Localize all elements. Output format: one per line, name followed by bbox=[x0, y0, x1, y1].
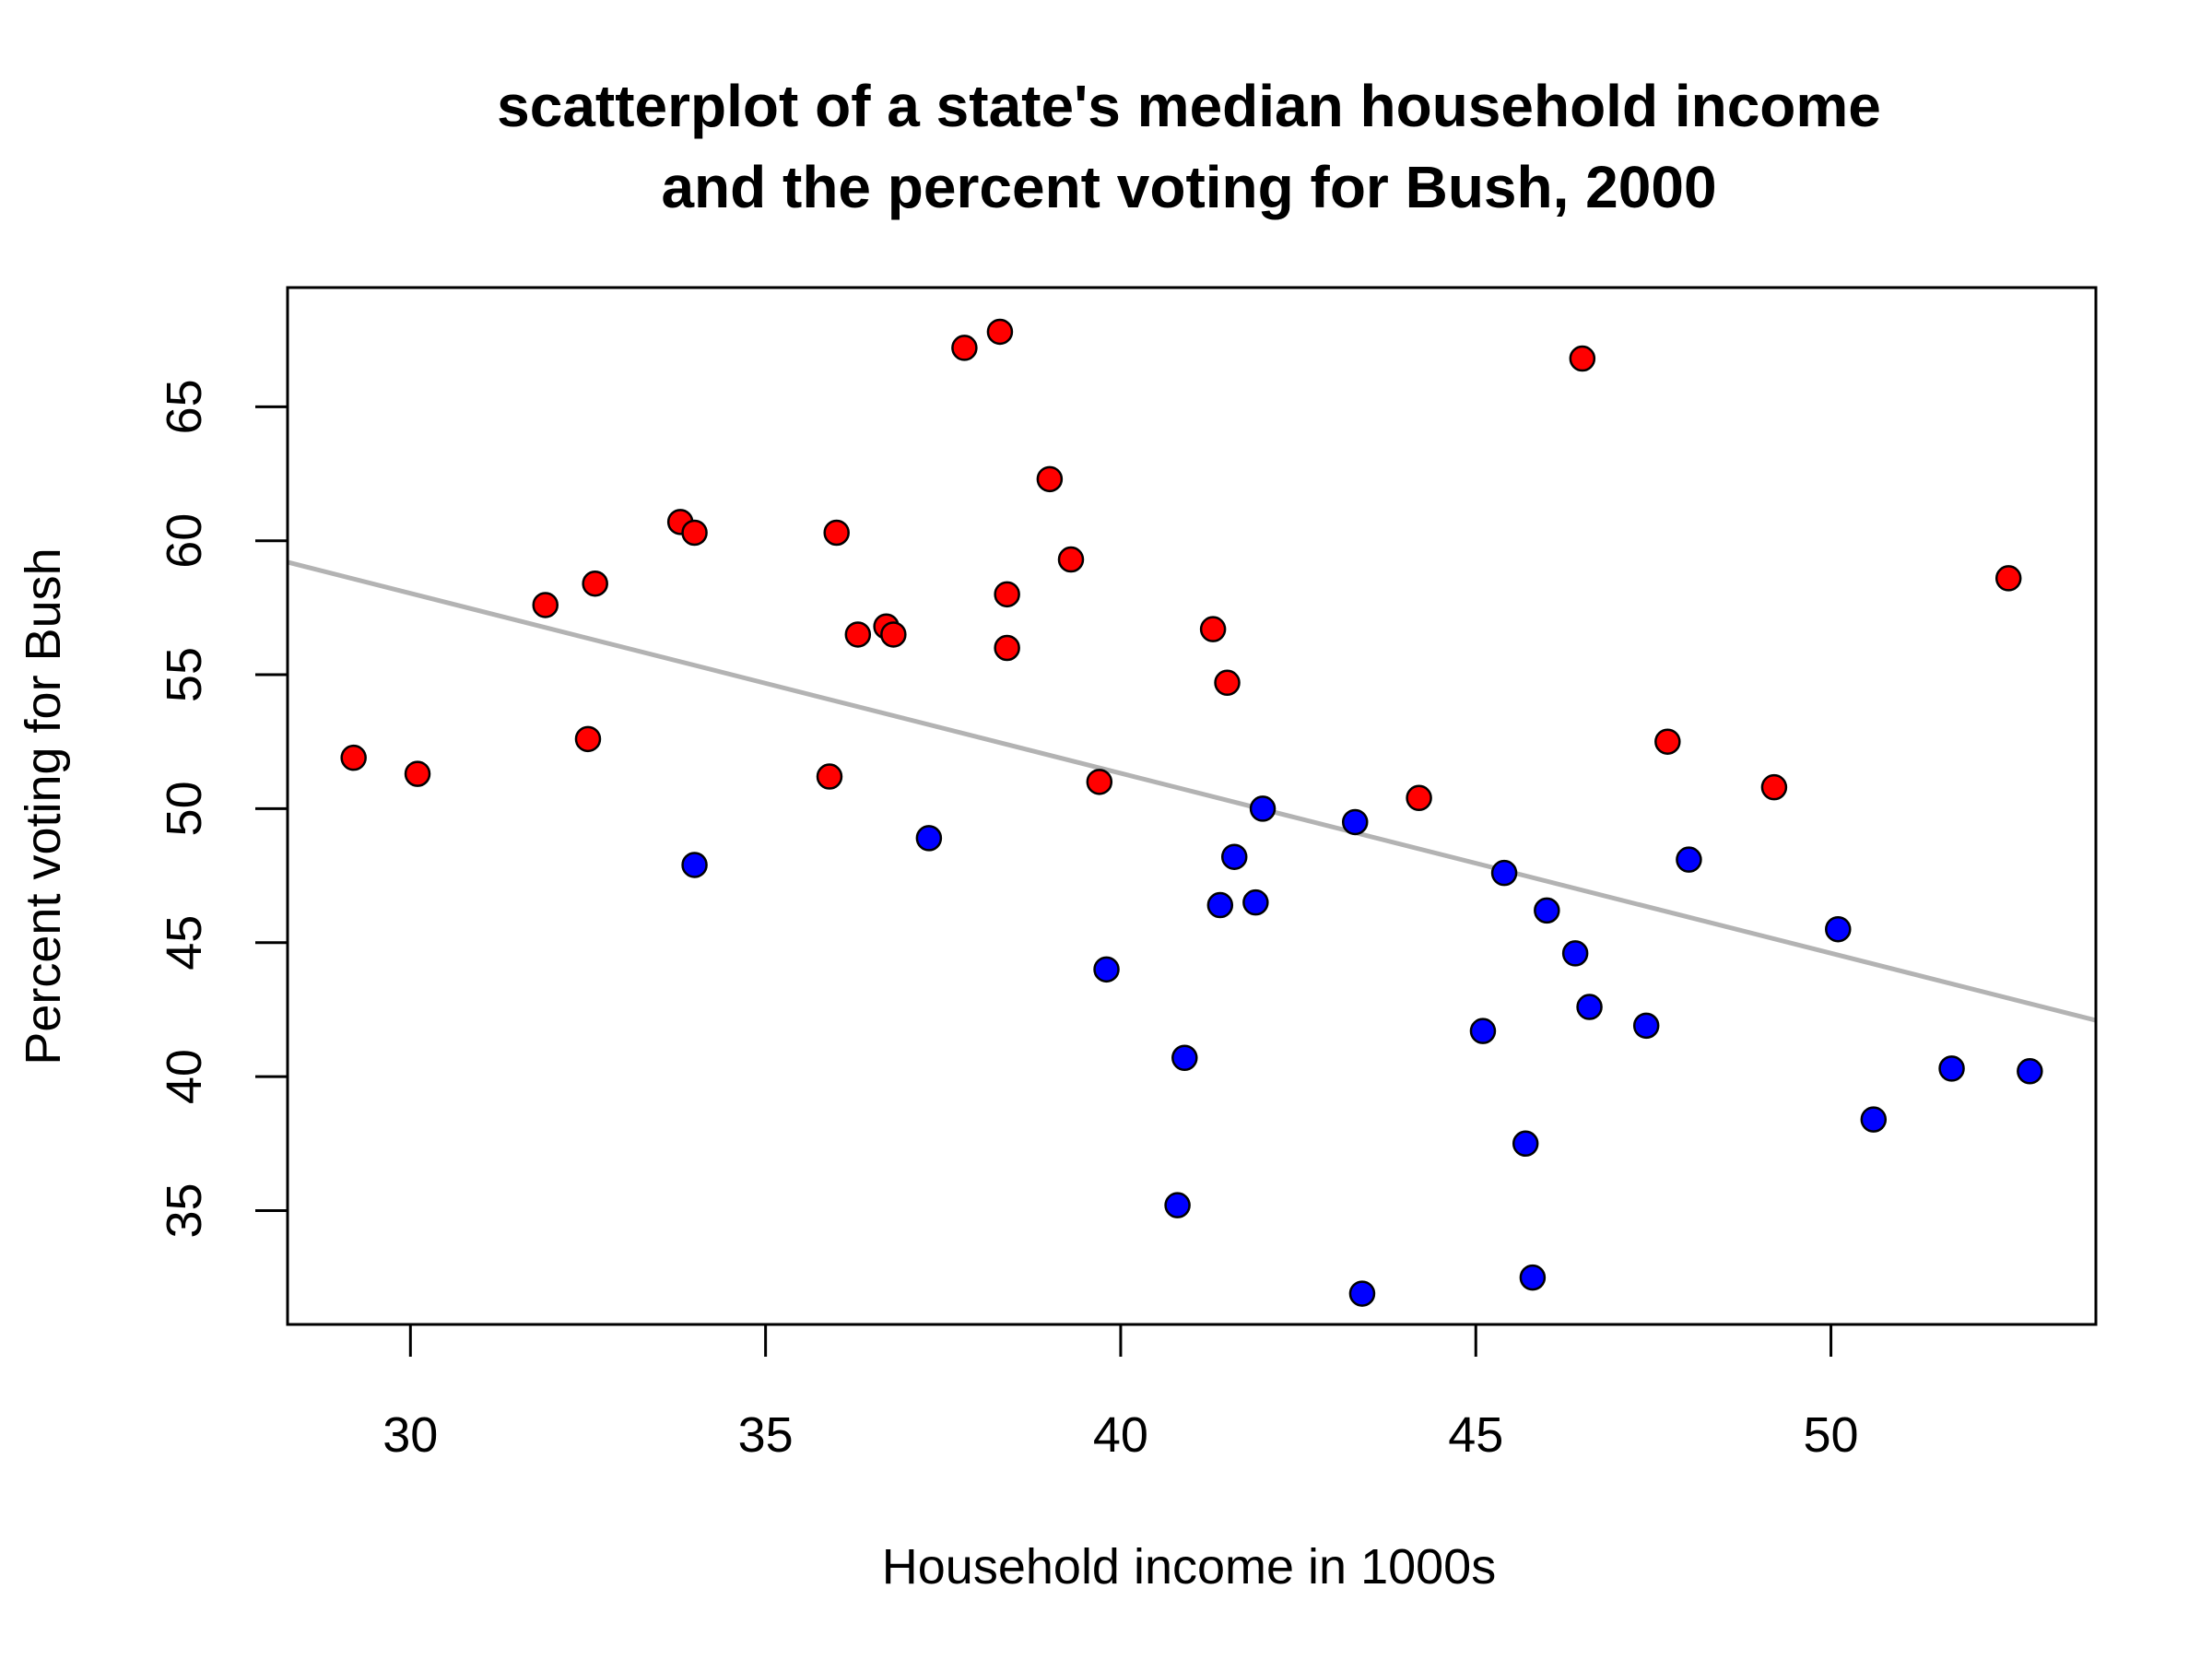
red-state-point bbox=[844, 621, 872, 648]
blue-state-point bbox=[1576, 994, 1603, 1020]
red-state-point bbox=[1569, 345, 1596, 372]
blue-state-point bbox=[915, 825, 943, 852]
blue-state-point bbox=[1825, 915, 1852, 943]
red-state-point bbox=[340, 744, 367, 771]
blue-state-point bbox=[1519, 1264, 1547, 1291]
y-tick-label: 35 bbox=[157, 1182, 212, 1238]
blue-state-point bbox=[1469, 1018, 1497, 1044]
red-state-point bbox=[1057, 546, 1085, 573]
y-tick-label: 55 bbox=[157, 647, 212, 702]
x-tick-label: 40 bbox=[1093, 1407, 1148, 1463]
red-state-point bbox=[1036, 465, 1064, 493]
red-state-point bbox=[1654, 728, 1681, 755]
y-tick-label: 40 bbox=[157, 1049, 212, 1104]
blue-state-point bbox=[1249, 795, 1277, 822]
red-state-point bbox=[1760, 773, 1788, 801]
red-state-point bbox=[1994, 565, 2022, 592]
plot-frame bbox=[286, 286, 2098, 1326]
x-tick-label: 45 bbox=[1448, 1407, 1503, 1463]
red-state-point bbox=[816, 763, 843, 790]
blue-state-point bbox=[1512, 1130, 1539, 1158]
blue-state-point bbox=[1938, 1055, 1965, 1082]
blue-state-point bbox=[1164, 1192, 1191, 1218]
red-state-point bbox=[823, 519, 850, 547]
red-state-point bbox=[404, 760, 431, 787]
blue-state-point bbox=[1490, 859, 1518, 887]
blue-state-point bbox=[1242, 888, 1269, 916]
blue-state-point bbox=[2017, 1058, 2043, 1085]
blue-state-point bbox=[1348, 1280, 1376, 1307]
y-axis: 35 40 45 50 55 60 65 bbox=[157, 379, 288, 1238]
red-state-point bbox=[994, 581, 1020, 608]
y-tick-label: 65 bbox=[157, 379, 212, 434]
blue-state-point bbox=[1561, 940, 1589, 967]
blue-state-point bbox=[1534, 897, 1560, 924]
x-tick-label: 35 bbox=[738, 1407, 794, 1463]
x-tick-label: 30 bbox=[382, 1407, 438, 1463]
red-state-point bbox=[986, 318, 1014, 346]
blue-state-point bbox=[681, 852, 708, 878]
blue-state-point bbox=[1341, 808, 1369, 836]
data-points bbox=[340, 318, 2043, 1307]
y-tick-label: 50 bbox=[157, 781, 212, 836]
red-state-point bbox=[1199, 616, 1227, 642]
x-tick-label: 50 bbox=[1804, 1407, 1859, 1463]
red-state-point bbox=[880, 621, 907, 648]
red-state-point bbox=[1214, 669, 1241, 697]
blue-state-point bbox=[1632, 1012, 1660, 1040]
blue-state-point bbox=[1206, 891, 1234, 919]
red-state-point bbox=[574, 725, 602, 753]
blue-state-point bbox=[1860, 1106, 1888, 1133]
blue-state-point bbox=[1676, 846, 1702, 873]
blue-state-point bbox=[1093, 956, 1120, 983]
x-axis-label: Household income in 1000s bbox=[882, 1539, 1496, 1594]
chart-title-line-2: and the percent voting for Bush, 2000 bbox=[661, 154, 1716, 220]
red-state-point bbox=[582, 570, 608, 597]
y-tick-label: 60 bbox=[157, 513, 212, 569]
x-axis: 30 35 40 45 50 bbox=[382, 1324, 1859, 1463]
red-state-point bbox=[1406, 784, 1432, 812]
red-state-point bbox=[1086, 769, 1113, 795]
regression-line bbox=[287, 559, 2097, 1023]
y-tick-label: 45 bbox=[157, 915, 212, 971]
red-state-point bbox=[994, 634, 1020, 662]
blue-state-point bbox=[1171, 1044, 1198, 1072]
red-state-point bbox=[951, 335, 978, 361]
y-axis-label: Percent voting for Bush bbox=[16, 547, 71, 1065]
red-state-point bbox=[532, 592, 559, 618]
chart-title-line-1: scatterplot of a state's median househol… bbox=[497, 73, 1881, 139]
blue-state-point bbox=[1220, 843, 1248, 870]
red-state-point bbox=[681, 519, 708, 547]
